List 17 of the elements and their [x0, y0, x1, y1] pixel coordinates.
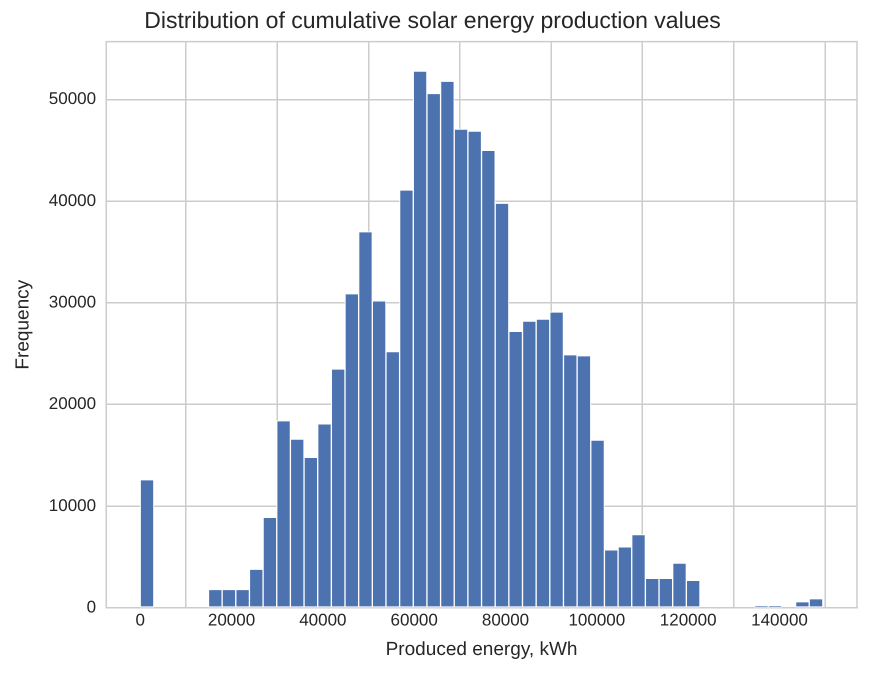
x-tick-label: 40000 [299, 610, 346, 630]
x-tick-label: 20000 [208, 610, 256, 630]
x-tick-label: 140000 [751, 610, 808, 630]
y-tick-label: 10000 [48, 496, 96, 515]
x-axis-title: Produced energy, kWh [386, 638, 578, 660]
chart-title: Distribution of cumulative solar energy production values [144, 7, 721, 34]
y-tick-label: 40000 [48, 190, 96, 210]
x-tick-label: 60000 [390, 610, 438, 630]
y-tick-label: 30000 [48, 292, 96, 312]
x-tick-label: 120000 [660, 610, 717, 630]
x-tick-label: 100000 [568, 610, 626, 630]
y-tick-label: 50000 [48, 89, 96, 108]
x-tick-label: 80000 [482, 610, 530, 630]
y-axis-title: Frequency [12, 279, 34, 370]
y-tick-label: 20000 [48, 394, 96, 414]
y-tick-label: 0 [86, 597, 96, 616]
x-tick-label: 0 [135, 610, 145, 630]
